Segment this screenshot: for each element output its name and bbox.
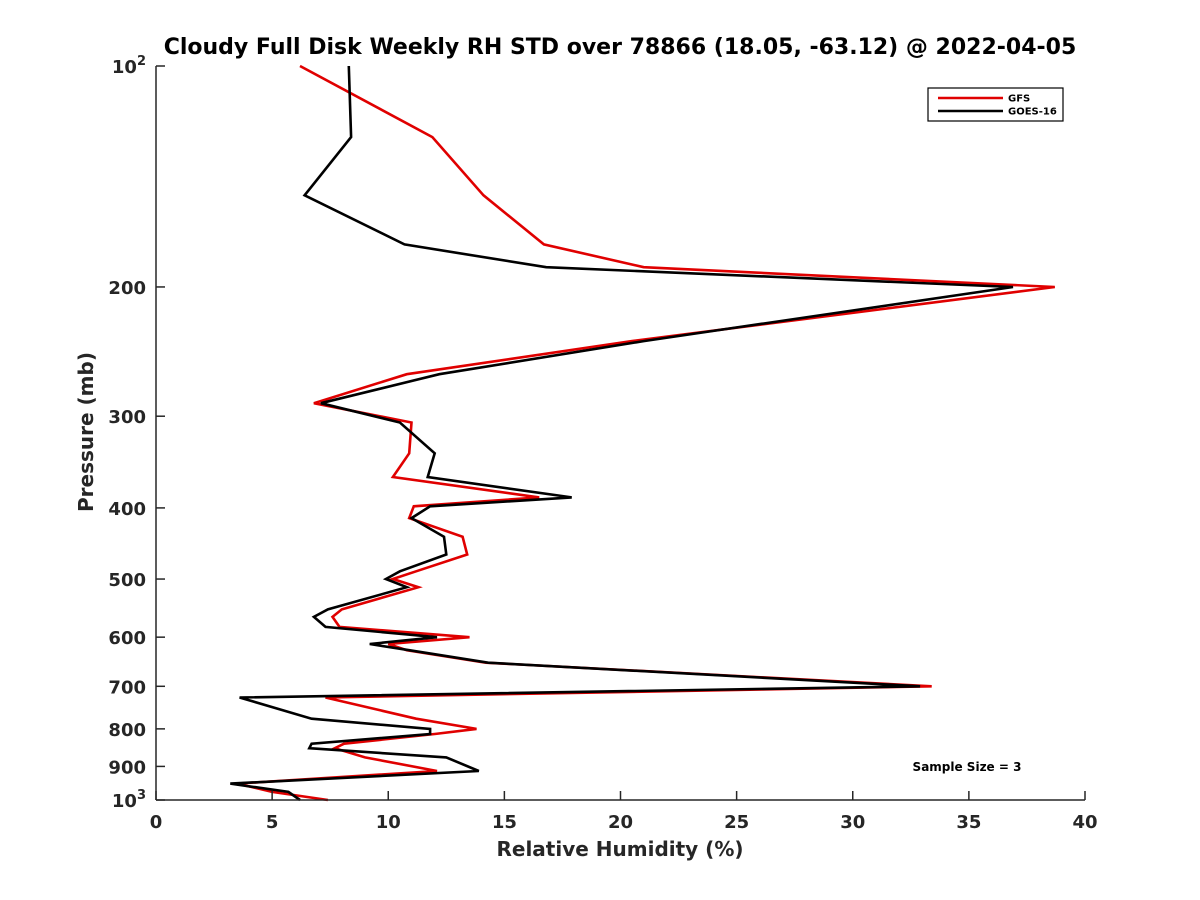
- chart-title: Cloudy Full Disk Weekly RH STD over 7886…: [164, 35, 1077, 60]
- x-tick-label: 10: [376, 812, 401, 833]
- legend-label-goes-16: GOES-16: [1008, 107, 1057, 118]
- sample-size-annotation: Sample Size = 3: [913, 760, 1022, 774]
- y-tick-label: 103: [112, 788, 146, 812]
- x-tick-label: 30: [840, 812, 865, 833]
- y-axis-label: Pressure (mb): [74, 352, 98, 512]
- axes-layer: 0 5 10 15 20 25 30 35 40 102 200 300 400 500 600 700 800…: [108, 54, 1097, 833]
- y-tick-label: 500: [108, 570, 146, 591]
- x-tick-label: 15: [492, 812, 517, 833]
- y-tick-label: 900: [108, 757, 146, 778]
- x-axis-label: Relative Humidity (%): [496, 837, 743, 861]
- x-tick-label: 25: [724, 812, 749, 833]
- legend-box: [927, 87, 1064, 122]
- y-tick-label: 600: [108, 628, 146, 649]
- x-tick-label: 5: [266, 812, 279, 833]
- x-tick-label: 0: [150, 812, 163, 833]
- y-tick-label: 400: [108, 499, 146, 520]
- y-tick-label: 200: [108, 278, 146, 299]
- x-tick-label: 35: [956, 812, 981, 833]
- y-tick-label: 700: [108, 677, 146, 698]
- series-line-gfs: [236, 64, 1055, 802]
- legend: GFS GOES-16: [927, 87, 1064, 122]
- y-tick-label: 800: [108, 720, 146, 741]
- x-tick-label: 40: [1072, 812, 1097, 833]
- series-layer: [230, 64, 1055, 802]
- legend-label-gfs: GFS: [1008, 94, 1030, 105]
- y-tick-label: 102: [112, 54, 146, 78]
- y-tick-label: 300: [108, 407, 146, 428]
- series-line-goes-16: [230, 65, 1014, 802]
- x-tick-label: 20: [608, 812, 633, 833]
- plot-area: 0 5 10 15 20 25 30 35 40 102 200 300 400 500 600 700 800…: [108, 54, 1097, 833]
